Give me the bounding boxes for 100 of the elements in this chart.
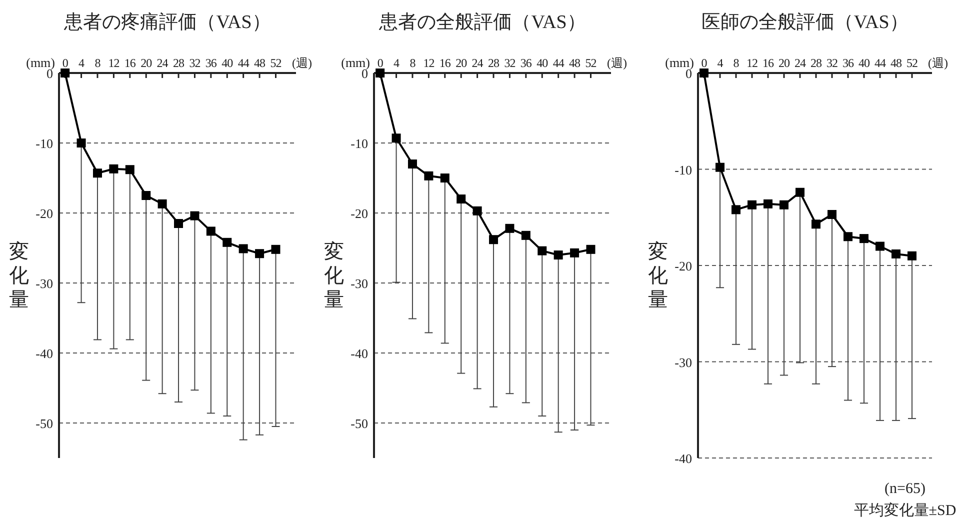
point [505, 224, 514, 233]
x-tick-label: 16 [762, 56, 774, 70]
chart-title: 医師の全般評価（VAS） [702, 12, 908, 33]
x-tick-label: 4 [78, 56, 85, 70]
x-tick-label: 20 [456, 56, 468, 70]
x-tick-label: 52 [585, 56, 597, 70]
x-tick-label: 4 [717, 56, 724, 70]
point [538, 246, 547, 256]
point [748, 200, 756, 210]
point [125, 165, 134, 174]
point [142, 191, 151, 200]
point [812, 220, 820, 229]
point [271, 244, 280, 254]
text: (mm) [665, 55, 694, 70]
y-tick-label: -40 [350, 346, 368, 361]
x-tick-label: 32 [504, 56, 516, 70]
y-tick-label: -30 [36, 276, 53, 291]
x-tick-label: 20 [140, 56, 152, 70]
x-tick-label: 40 [222, 56, 234, 70]
point [109, 164, 118, 174]
x-tick-label: 24 [472, 56, 484, 70]
y-tick-label: -40 [674, 451, 692, 466]
y-axis-title: 変化量 [324, 240, 344, 311]
point [440, 174, 450, 182]
point [764, 199, 772, 208]
x-tick-label: 48 [569, 56, 581, 70]
y-tick-label: -40 [36, 346, 53, 361]
text: 平均変化量±SD [854, 502, 956, 519]
x-tick-label: 24 [156, 56, 168, 70]
point [92, 168, 102, 178]
point [174, 219, 184, 228]
x-tick-label: 52 [270, 56, 282, 70]
y-tick-label: -50 [350, 416, 368, 431]
x-tick-label: 4 [394, 56, 400, 70]
point [472, 206, 482, 216]
y-tick-label: -20 [674, 258, 692, 274]
x-tick-label: 0 [377, 56, 384, 70]
point [190, 211, 200, 220]
point [554, 250, 563, 260]
chart-title: 患者の疼痛評価（VAS） [63, 12, 271, 33]
point [828, 210, 836, 219]
point [408, 160, 417, 168]
point [521, 230, 530, 240]
x-tick-label: 12 [746, 56, 758, 70]
x-tick-label: 40 [858, 56, 870, 70]
point [206, 226, 216, 236]
point [255, 249, 264, 258]
x-tick-label: 16 [439, 56, 451, 70]
point [586, 244, 596, 254]
point [76, 138, 86, 148]
x-tick-label: 36 [520, 56, 532, 70]
point [376, 68, 385, 78]
text: (mm) [341, 55, 370, 70]
point [844, 232, 852, 242]
x-tick-label: 32 [826, 56, 838, 70]
x-tick-label: 28 [173, 56, 185, 70]
y-tick-label: -30 [674, 354, 692, 370]
point [489, 235, 498, 244]
text: (mm) [26, 55, 55, 70]
x-tick-label: 44 [238, 56, 250, 70]
point [392, 134, 401, 143]
point [424, 171, 434, 180]
point [456, 194, 466, 204]
point [238, 244, 248, 254]
point [716, 162, 724, 172]
point [908, 251, 916, 260]
x-tick-label: 52 [906, 56, 918, 70]
point [60, 68, 70, 78]
y-axis-title: 変化量 [648, 240, 668, 311]
x-tick-label: 12 [108, 56, 120, 70]
x-tick-label: 12 [423, 56, 435, 70]
y-tick-label: -50 [36, 416, 53, 431]
point [796, 188, 804, 197]
point [876, 242, 884, 251]
text: (週) [928, 56, 948, 70]
y-tick-label: -10 [674, 162, 692, 178]
y-tick-label: -20 [350, 206, 368, 221]
x-tick-label: 8 [94, 56, 101, 70]
x-tick-label: 20 [778, 56, 790, 70]
x-tick-label: 32 [189, 56, 201, 70]
x-tick-label: 24 [794, 56, 806, 70]
point [570, 248, 580, 258]
x-tick-label: 36 [205, 56, 217, 70]
y-tick-label: -30 [350, 276, 368, 291]
y-tick-label: -10 [350, 136, 368, 151]
text: (週) [292, 56, 312, 70]
x-tick-label: 44 [552, 56, 564, 70]
point [732, 205, 740, 214]
text: (n=65) [884, 481, 926, 497]
y-axis-title: 変化量 [9, 240, 29, 311]
chart-title: 患者の全般評価（VAS） [378, 12, 586, 33]
x-tick-label: 28 [810, 56, 822, 70]
point [158, 199, 167, 208]
x-tick-label: 28 [488, 56, 500, 70]
point [860, 234, 868, 244]
point [222, 238, 232, 247]
point [700, 68, 708, 78]
x-tick-label: 36 [842, 56, 854, 70]
x-tick-label: 8 [733, 56, 740, 70]
x-tick-label: 44 [874, 56, 886, 70]
